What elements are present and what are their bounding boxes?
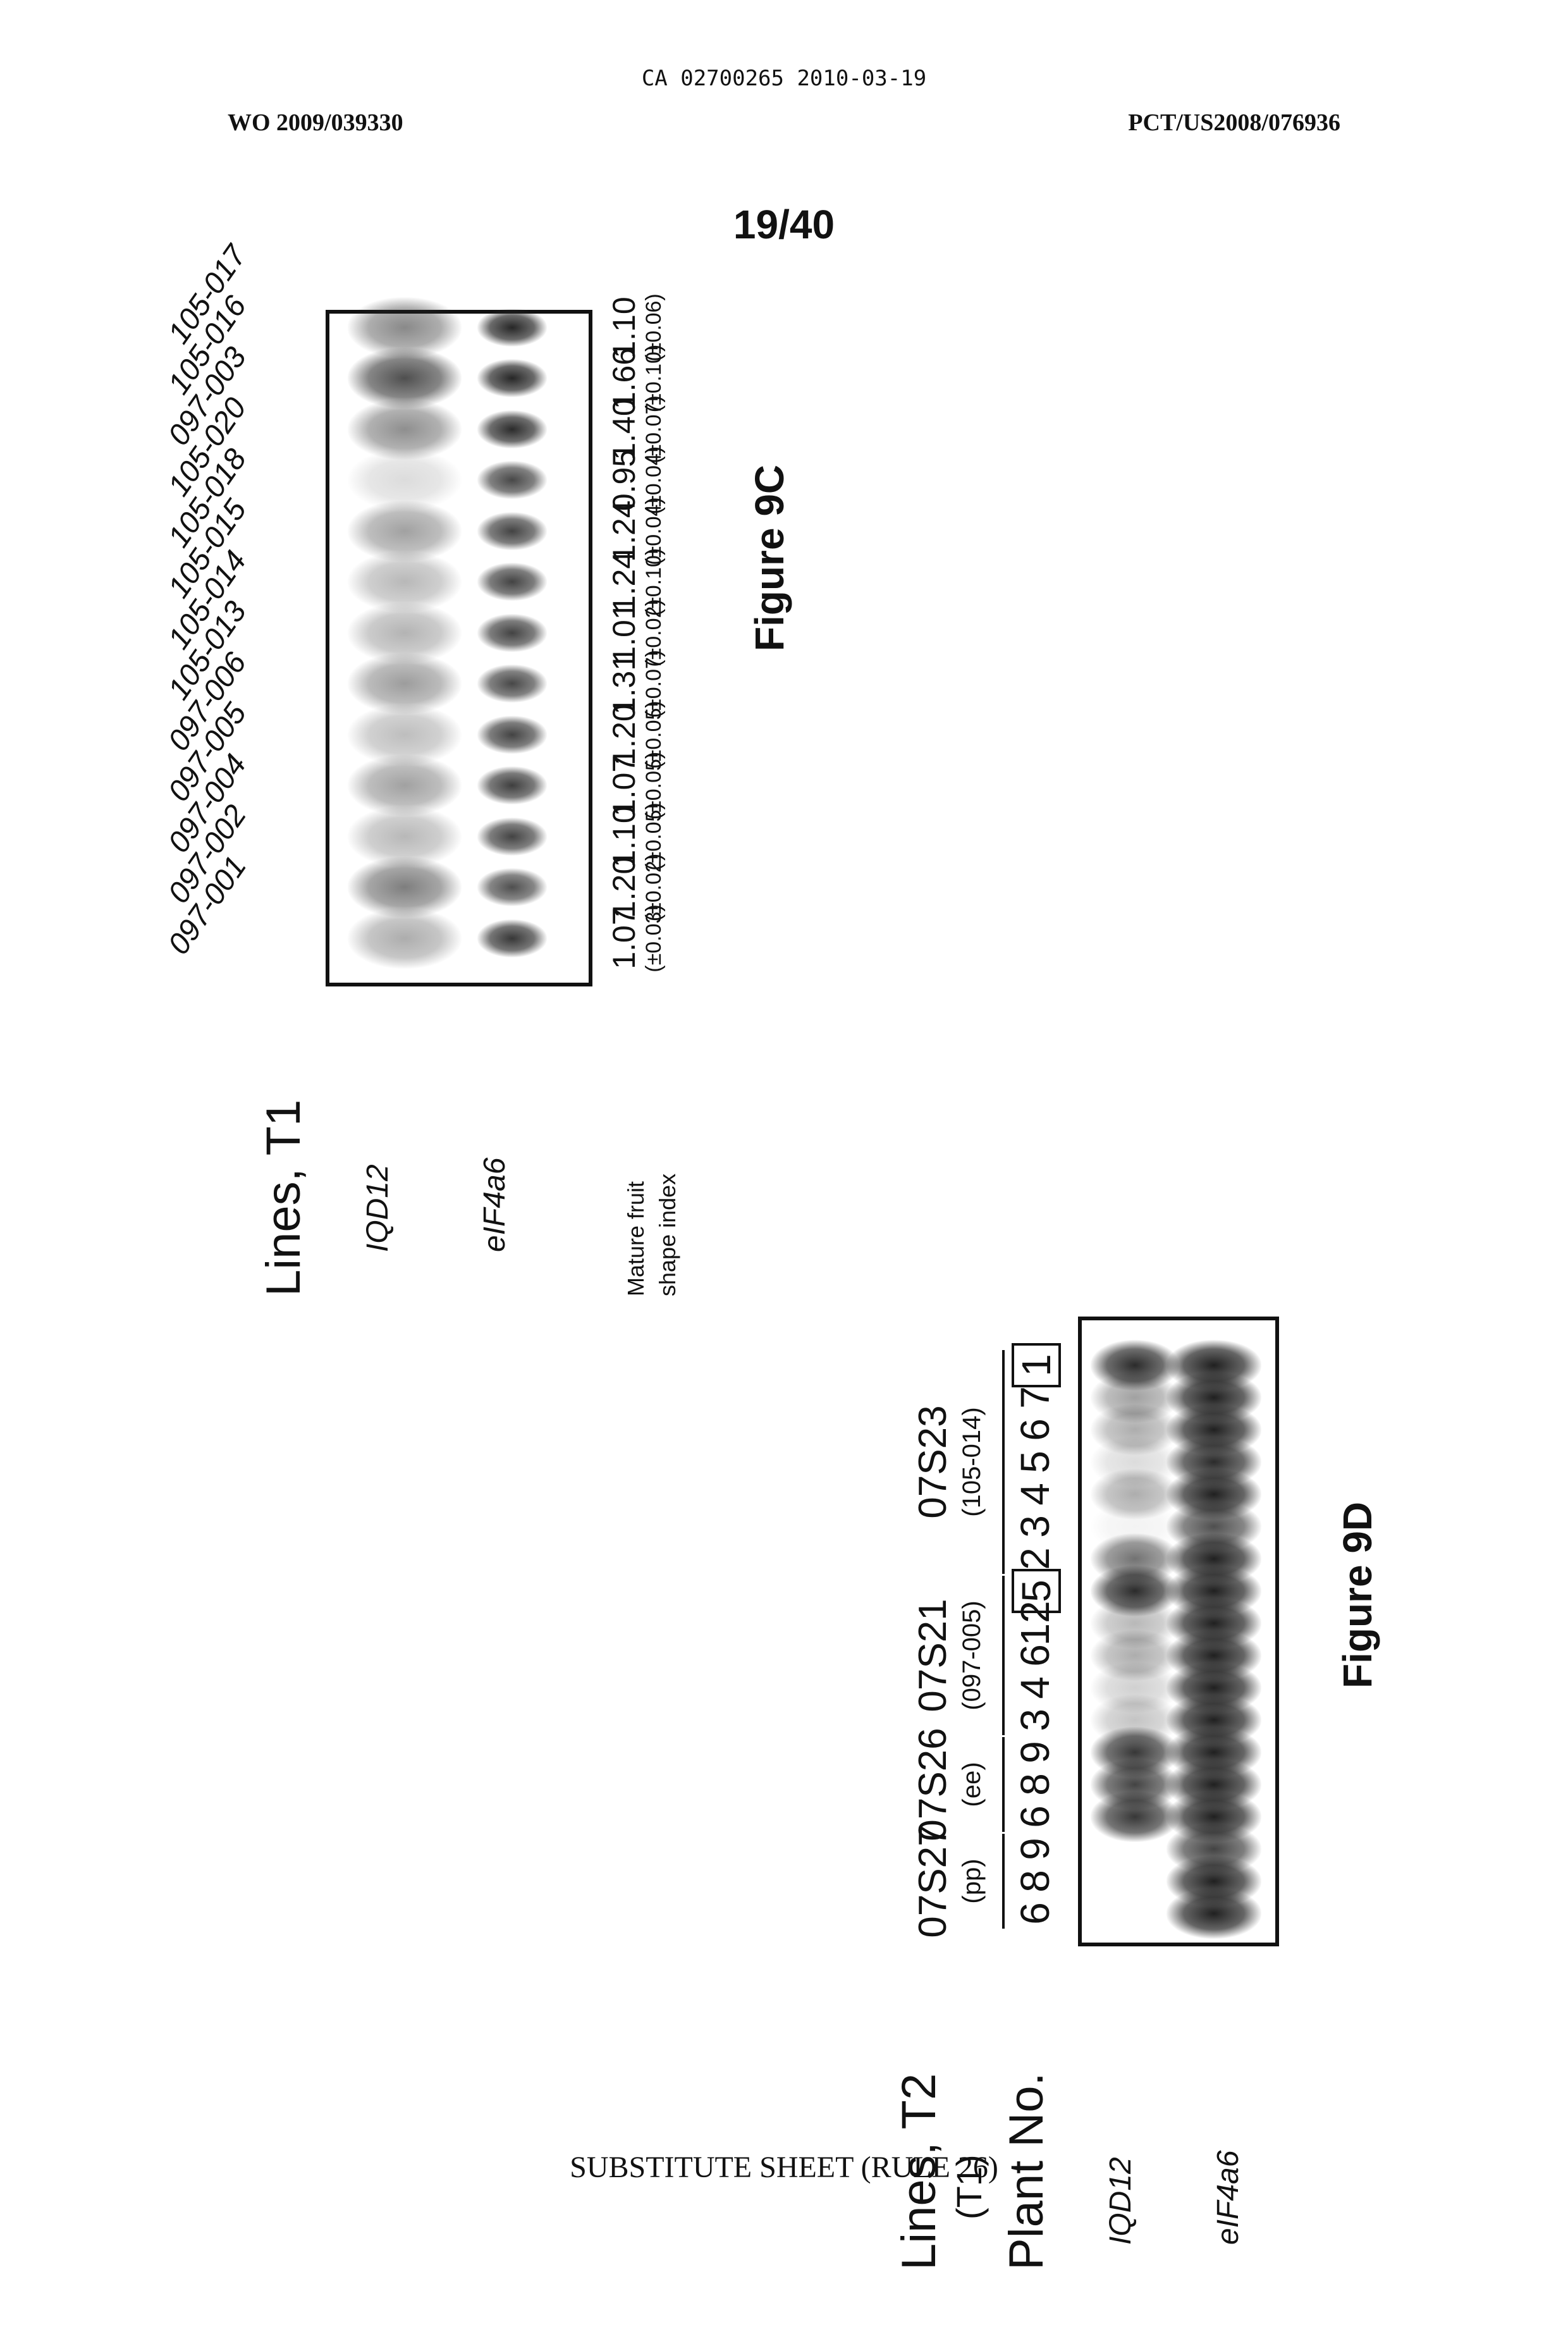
fig9d-iqd-band [1091,1340,1179,1391]
fig9c-eif-band [477,410,547,448]
page-number: 19/40 [0,201,1568,248]
fig9c-shape-label-1: Mature fruit [623,1181,649,1296]
wo-number: WO 2009/039330 [228,109,403,137]
fig9d-group-name: 07S21 [910,1561,955,1750]
fig9d-group-sub: (097-005) [958,1561,986,1750]
fig9c-eif-band [477,360,547,398]
fig9c-shape-index: 1.10 [607,277,641,378]
fig9c-eif-band [477,665,547,703]
pct-number: PCT/US2008/076936 [1128,109,1340,137]
ca-number: CA 02700265 2010-03-19 [0,66,1568,91]
fig9c-eif-label: eIF4a6 [477,1158,512,1252]
fig9d-eif-band [1167,1340,1261,1391]
fig9c-eif-band [477,818,547,856]
fig9d-group-line [1002,1737,1005,1832]
fig9d-group-line [1002,1350,1005,1574]
fig9d-plant-number: 1 [1012,1343,1061,1387]
fig9c-eif-band [477,869,547,907]
fig9d-group-sub: (105-014) [958,1367,986,1557]
fig9c-caption: Figure 9C [746,465,793,651]
fig9d-caption: Figure 9D [1334,1502,1381,1688]
fig9d-group-line [1002,1576,1005,1735]
fig9c-eif-band [477,919,547,957]
figure-9c-content: Lines, T1 IQD12 eIF4a6 Mature fruit shap… [0,329,1568,1341]
fig9c-title: Lines, T1 [256,1100,311,1296]
fig9c-iqd-band [348,297,462,358]
fig9c-eif-band [477,512,547,550]
figure-9d-content: Lines, T2 (T1) Plant No. IQD12 eIF4a6 Fi… [0,1334,1568,2346]
figure-9c: Lines, T1 IQD12 eIF4a6 Mature fruit shap… [0,329,1568,1341]
fig9c-iqd-label: IQD12 [360,1164,395,1252]
fig9c-eif-band [477,614,547,652]
fig9c-eif-band [477,563,547,601]
fig9c-shape-value: 1.10(±0.06) [607,277,666,378]
fig9d-group-line [1002,1834,1005,1929]
fig9c-eif-band [477,767,547,805]
fig9d-group-name: 07S23 [910,1367,955,1557]
fig9c-shape-error: (±0.06) [641,277,666,378]
footer-note: SUBSTITUTE SHEET (RULE 26) [0,2150,1568,2185]
fig9c-shape-label-2: shape index [654,1174,681,1296]
fig9c-eif-band [477,716,547,754]
fig9c-eif-band [477,309,547,347]
figure-9d: Lines, T2 (T1) Plant No. IQD12 eIF4a6 Fi… [0,1334,1568,2346]
fig9c-eif-band [477,462,547,500]
